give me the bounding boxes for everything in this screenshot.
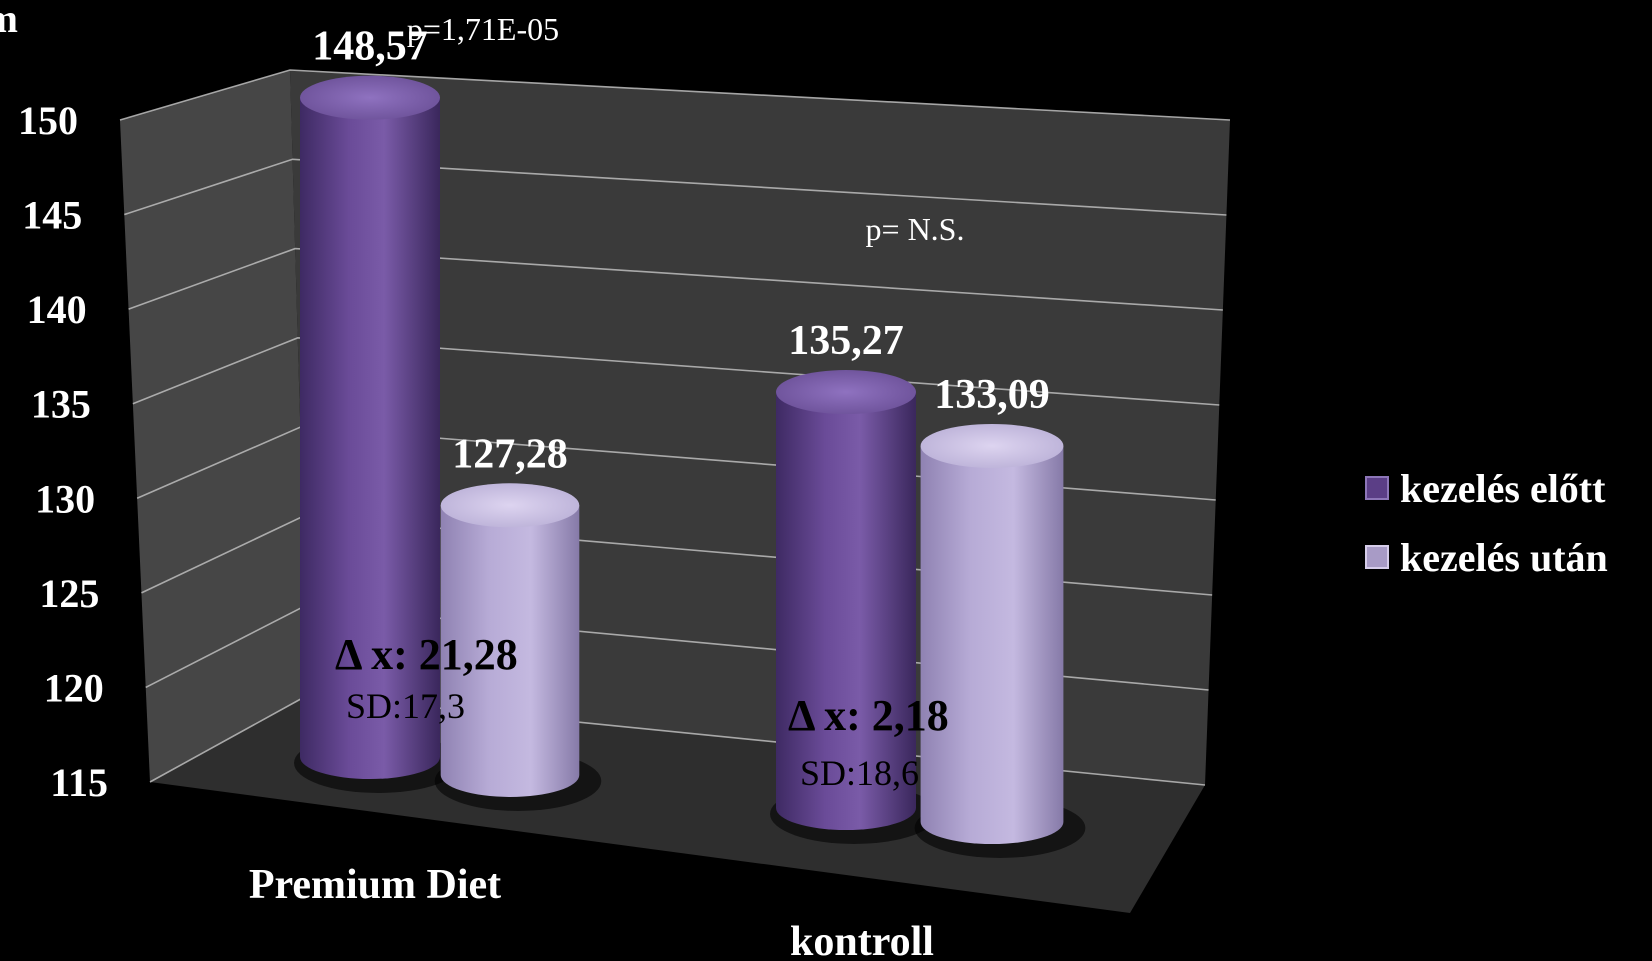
bar-0-1 xyxy=(434,483,602,811)
y-tick-label: 140 xyxy=(27,287,87,332)
bar-top xyxy=(920,423,1064,468)
y-axis-unit: m xyxy=(0,0,18,41)
gridline xyxy=(119,69,1231,121)
bar-0-0 xyxy=(294,75,462,793)
category-label-kontroll: kontroll xyxy=(790,919,934,961)
bar-1-0 xyxy=(770,370,938,844)
category-label-premium-diet: Premium Diet xyxy=(249,862,501,908)
value-label: 127,28 xyxy=(452,431,568,477)
value-label: 133,09 xyxy=(934,372,1050,418)
delta-kontroll: Δ x: 2,18 xyxy=(788,691,949,740)
sd-kontroll: SD:18,6 xyxy=(800,753,919,793)
bar-body xyxy=(776,392,916,830)
y-tick-label: 115 xyxy=(50,760,108,805)
bars xyxy=(294,75,1086,858)
value-labels: 148,57 135,27 127,28 133,09 xyxy=(312,24,1050,478)
y-tick-label: 130 xyxy=(35,476,95,521)
p-value-kontroll: p= N.S. xyxy=(866,211,965,247)
side-wall xyxy=(120,70,308,782)
y-tick-label: 125 xyxy=(39,571,99,616)
y-axis-ticks: 115 120 125 130 135 140 145 150 xyxy=(18,98,108,805)
y-tick-label: 145 xyxy=(22,193,82,238)
legend-swatch-kezeles-utan xyxy=(1365,545,1389,569)
gridline xyxy=(132,337,1220,406)
sd-premium: SD:17,3 xyxy=(346,686,465,726)
value-label: 135,27 xyxy=(788,318,904,364)
legend: kezelés előtt kezelés után xyxy=(1365,466,1608,580)
bar-body xyxy=(300,97,440,779)
bar-1-1 xyxy=(914,423,1086,858)
legend-label-kezeles-elott: kezelés előtt xyxy=(1400,466,1606,511)
legend-label-kezeles-utan: kezelés után xyxy=(1400,535,1608,580)
legend-swatch-kezeles-elott xyxy=(1365,476,1389,500)
gridline xyxy=(128,247,1223,311)
bar-top xyxy=(440,483,580,528)
value-label: 148,57 xyxy=(312,24,428,70)
y-tick-label: 150 xyxy=(18,98,78,143)
bar-body xyxy=(920,445,1064,844)
bar-body xyxy=(440,505,580,797)
bar-top xyxy=(776,370,916,415)
y-tick-label: 120 xyxy=(44,665,104,710)
delta-premium: Δ x: 21,28 xyxy=(335,630,518,679)
p-value-premium: p=1,71E-05 xyxy=(407,11,559,47)
gridline xyxy=(124,158,1227,216)
y-tick-label: 135 xyxy=(31,382,91,427)
bar-top xyxy=(300,75,440,120)
